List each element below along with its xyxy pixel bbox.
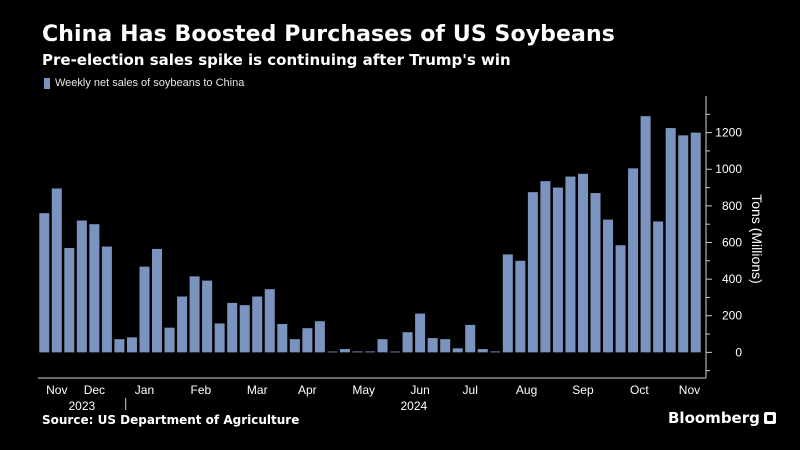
bar xyxy=(327,351,338,353)
bar xyxy=(628,168,639,353)
x-year-label: 2023 xyxy=(68,399,95,413)
bar xyxy=(114,339,125,353)
bar xyxy=(540,181,551,353)
bar xyxy=(665,128,676,353)
bar xyxy=(239,305,250,353)
bar xyxy=(202,280,213,353)
y-tick-label: 1000 xyxy=(715,162,742,176)
bar xyxy=(76,220,87,353)
bar xyxy=(402,332,413,353)
bar xyxy=(314,321,325,353)
bar xyxy=(152,248,163,353)
x-tick-label: Jul xyxy=(463,383,478,397)
y-tick-label: 1200 xyxy=(715,126,742,140)
bar xyxy=(452,348,463,353)
bar xyxy=(415,313,426,353)
bar xyxy=(164,327,175,353)
y-tick-label: 800 xyxy=(722,199,742,213)
x-tick-label: Feb xyxy=(191,383,212,397)
bar xyxy=(177,296,188,353)
bar xyxy=(640,116,651,353)
bar xyxy=(502,254,513,353)
bar xyxy=(552,187,563,353)
x-tick-label: Nov xyxy=(46,383,67,397)
x-tick-label: Apr xyxy=(298,383,317,397)
x-tick-label: Mar xyxy=(247,383,268,397)
legend-swatch xyxy=(44,77,50,89)
bar xyxy=(490,351,501,353)
bar xyxy=(289,339,300,353)
bar xyxy=(339,349,350,353)
bar xyxy=(51,188,62,353)
bar xyxy=(577,173,588,353)
y-tick-label: 0 xyxy=(735,345,742,359)
bar xyxy=(214,323,225,353)
bar xyxy=(653,221,664,353)
bar xyxy=(364,351,376,353)
bar xyxy=(377,339,388,353)
bar xyxy=(565,176,576,353)
bar xyxy=(427,338,438,353)
x-tick-label: Jan xyxy=(135,383,154,397)
bar xyxy=(515,260,526,353)
bar xyxy=(227,302,238,353)
bar xyxy=(678,135,689,353)
bar xyxy=(603,219,614,353)
legend-label: Weekly net sales of soybeans to China xyxy=(55,77,245,89)
source-note: Source: US Department of Agriculture xyxy=(42,413,300,427)
brand-mark-icon xyxy=(763,412,776,424)
bar xyxy=(465,324,476,353)
bar xyxy=(101,246,112,353)
bar xyxy=(277,323,288,353)
x-tick-label: Aug xyxy=(516,383,537,397)
bar xyxy=(39,213,50,353)
bar xyxy=(615,245,626,353)
bar xyxy=(477,349,488,353)
bar xyxy=(590,193,601,353)
x-tick-label: May xyxy=(352,383,375,397)
bar xyxy=(126,337,137,353)
bar xyxy=(264,289,275,353)
bar xyxy=(252,296,263,353)
bar xyxy=(89,224,100,353)
bar xyxy=(302,328,313,353)
y-tick-label: 600 xyxy=(722,235,742,249)
bar xyxy=(390,351,401,353)
x-tick-label: Nov xyxy=(679,383,700,397)
x-tick-label: Jun xyxy=(410,383,429,397)
y-tick-label: 400 xyxy=(722,272,742,286)
bar xyxy=(64,247,75,353)
x-tick-label: Sep xyxy=(572,383,594,397)
x-year-label: 2024 xyxy=(400,399,427,413)
y-axis-label: Tons (Millions) xyxy=(749,194,765,283)
chart-title: China Has Boosted Purchases of US Soybea… xyxy=(42,22,615,47)
bar xyxy=(527,192,538,353)
x-tick-label: Oct xyxy=(630,383,649,397)
chart-subtitle: Pre-election sales spike is continuing a… xyxy=(42,51,511,69)
brand-logo: Bloomberg xyxy=(668,409,776,427)
bar xyxy=(690,132,701,353)
brand-name: Bloomberg xyxy=(668,409,760,427)
y-tick-label: 200 xyxy=(722,309,742,323)
bar xyxy=(352,351,363,353)
bar xyxy=(139,266,150,353)
x-tick-label: Dec xyxy=(84,383,105,397)
bar xyxy=(440,339,451,353)
bar xyxy=(189,276,200,353)
legend: Weekly net sales of soybeans to China xyxy=(44,77,244,89)
